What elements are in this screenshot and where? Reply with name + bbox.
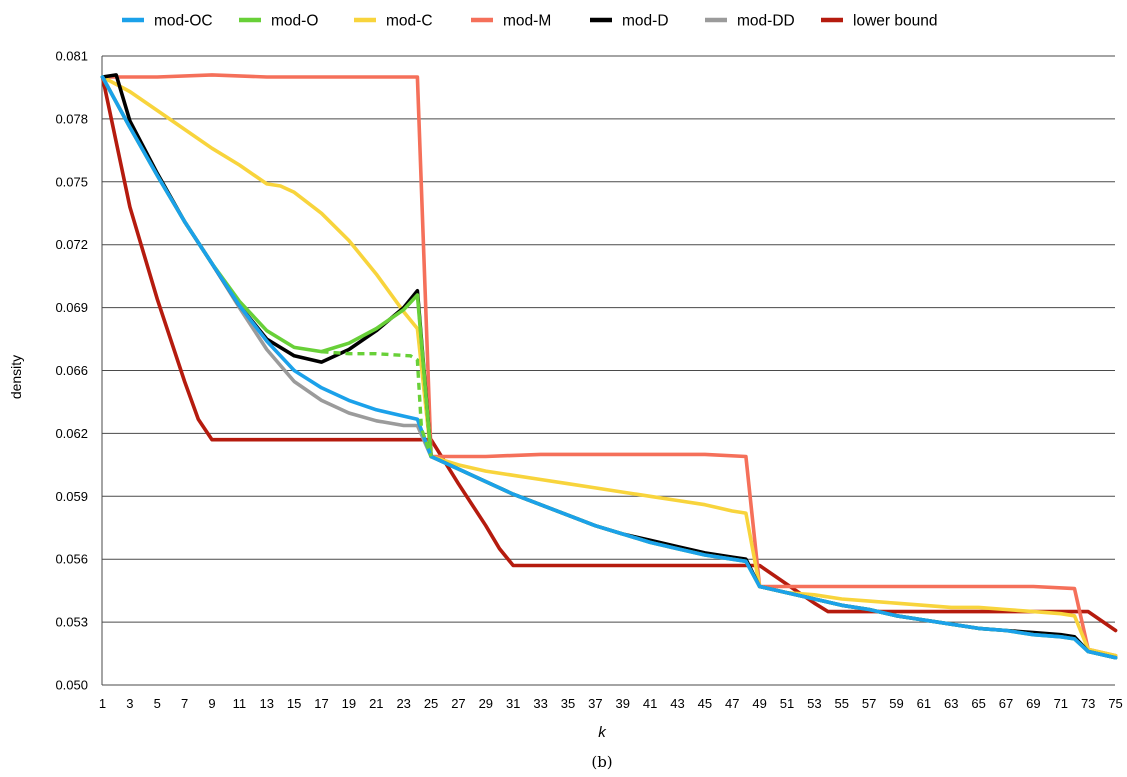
x-tick-label: 13	[260, 696, 274, 711]
x-axis-title: k	[598, 724, 607, 741]
gridlines	[102, 55, 1115, 686]
x-tick-label: 73	[1081, 696, 1095, 711]
x-tick-label: 33	[533, 696, 547, 711]
x-tick-label: 39	[615, 696, 629, 711]
series-line	[100, 73, 1118, 660]
x-axis: 1 3 5 7 9 11 13 15 17 19 21 23 25 27 29 31 33 35 37 39 41 43 4…	[99, 696, 1123, 711]
x-tick-label: 45	[698, 696, 712, 711]
x-tick-label: 69	[1026, 696, 1040, 711]
x-tick-label: 15	[287, 696, 301, 711]
x-tick-label: 27	[451, 696, 465, 711]
y-tick-label: 0.066	[55, 363, 88, 378]
y-tick-label: 0.075	[55, 174, 88, 189]
legend-label: mod-C	[386, 13, 433, 30]
y-axis: 0.050 0.053 0.056 0.059 0.062 0.066 0.069 0.072…	[55, 49, 103, 693]
x-tick-label: 17	[314, 696, 328, 711]
legend-label: mod-DD	[737, 13, 795, 30]
legend-label: mod-M	[503, 13, 551, 30]
x-tick-label: 1	[99, 696, 106, 711]
y-tick-label: 0.072	[55, 237, 88, 252]
x-tick-label: 71	[1054, 696, 1068, 711]
x-tick-label: 75	[1108, 696, 1122, 711]
y-axis-title: density	[8, 355, 24, 399]
y-tick-label: 0.078	[55, 111, 88, 126]
x-tick-label: 9	[208, 696, 215, 711]
x-tick-label: 61	[917, 696, 931, 711]
y-tick-label: 0.081	[55, 49, 88, 64]
x-tick-label: 31	[506, 696, 520, 711]
x-tick-label: 47	[725, 696, 739, 711]
x-tick-label: 5	[154, 696, 161, 711]
legend-label: mod-O	[271, 13, 318, 30]
series-line	[100, 75, 1118, 633]
x-tick-label: 41	[643, 696, 657, 711]
y-tick-label: 0.056	[55, 552, 88, 567]
series-dashed-line	[321, 349, 433, 458]
x-tick-label: 63	[944, 696, 958, 711]
legend-label: mod-D	[622, 13, 669, 30]
x-tick-label: 51	[780, 696, 794, 711]
y-tick-label: 0.062	[55, 426, 88, 441]
x-tick-label: 53	[807, 696, 821, 711]
x-tick-label: 25	[424, 696, 438, 711]
plot-series	[100, 73, 1118, 660]
x-tick-label: 55	[835, 696, 849, 711]
y-tick-label: 0.053	[55, 615, 88, 630]
x-tick-label: 65	[971, 696, 985, 711]
x-tick-label: 35	[561, 696, 575, 711]
series-line	[100, 75, 433, 459]
x-tick-label: 59	[889, 696, 903, 711]
x-tick-label: 43	[670, 696, 684, 711]
figure-caption: (b)	[591, 753, 612, 771]
x-tick-label: 57	[862, 696, 876, 711]
series-line	[100, 75, 1118, 658]
legend: mod-OC mod-O mod-C mod-M mod-D mod-DD lower bo…	[122, 13, 937, 30]
series-line	[100, 75, 1118, 660]
x-tick-label: 21	[369, 696, 383, 711]
x-tick-label: 19	[342, 696, 356, 711]
y-tick-label: 0.050	[55, 678, 88, 693]
x-tick-label: 67	[999, 696, 1013, 711]
series-line	[100, 73, 1118, 658]
y-tick-label: 0.059	[55, 489, 88, 504]
legend-label: lower bound	[853, 13, 937, 30]
x-tick-label: 49	[752, 696, 766, 711]
x-tick-label: 23	[396, 696, 410, 711]
legend-label: mod-OC	[154, 13, 213, 30]
x-tick-label: 11	[233, 696, 247, 711]
x-tick-label: 7	[181, 696, 188, 711]
x-tick-label: 37	[588, 696, 602, 711]
x-tick-label: 29	[479, 696, 493, 711]
y-tick-label: 0.069	[55, 300, 88, 315]
series-line	[100, 75, 1118, 660]
x-tick-label: 3	[126, 696, 133, 711]
